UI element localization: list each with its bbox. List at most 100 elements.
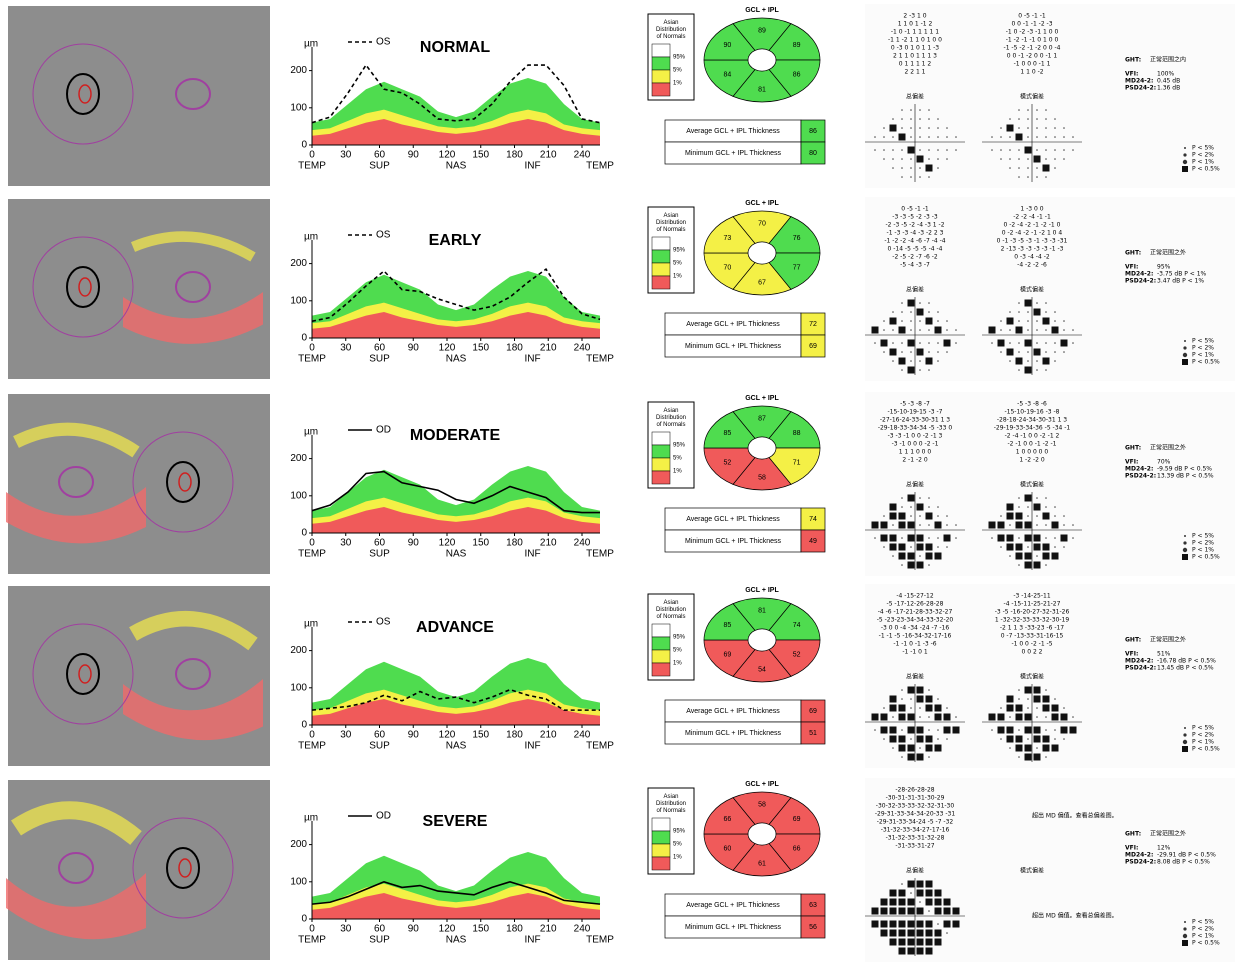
vf-stat: 100% (1157, 71, 1174, 78)
norm-legend-swatch (651, 431, 671, 446)
vf-prob-dot (901, 564, 903, 566)
vf-stat-label: VFI: (1125, 651, 1138, 658)
vf-prob-square (907, 744, 915, 752)
vf-prob-square (1015, 543, 1023, 551)
vf-prob-dot (946, 136, 948, 138)
y-tick-label: 200 (290, 453, 307, 464)
p-legend-square (1182, 359, 1188, 365)
vf-prob-square (898, 938, 906, 946)
region-label: NAS (446, 354, 467, 365)
vf-stat-label: MD24-2: (1125, 466, 1153, 473)
vf-prob-square (1033, 686, 1041, 694)
vf-prob-dot (928, 351, 930, 353)
vf-stat-label: PSD24-2: (1125, 665, 1156, 672)
region-label: TEMP (298, 354, 326, 365)
vf-prob-dot (1027, 136, 1029, 138)
vf-prob-square (1015, 512, 1023, 520)
vf-prob-dot (892, 747, 894, 749)
vf-prob-dot (1036, 302, 1038, 304)
vf-prob-dot (919, 302, 921, 304)
vf-prob-square (1015, 713, 1023, 721)
region-label: INF (524, 741, 540, 752)
table-label: Average GCL + IPL Thickness (686, 128, 780, 135)
damage-overlay (123, 292, 263, 344)
vf-prob-dot (1000, 158, 1002, 160)
damage-overlay (123, 679, 263, 741)
vf-prob-dot (937, 506, 939, 508)
vf-stat: 1.36 dB (1157, 85, 1180, 92)
gcl-sector (732, 843, 792, 877)
vf-prob-dot (937, 537, 939, 539)
vf-prob-square (889, 124, 897, 132)
vf-prob-dot (1000, 329, 1002, 331)
vf-stat-label: PSD24-2: (1125, 278, 1156, 285)
vf-value-row: -1 -1 0 1 (902, 649, 928, 656)
vf-value-row: 0 -7 -13-33-31-16-15 (1001, 633, 1064, 640)
x-tick-label: 120 (439, 730, 456, 741)
vf-pd-label: 模式偏差 (1020, 481, 1044, 489)
cup-margin (178, 472, 192, 492)
legend-eye: OD (376, 425, 391, 436)
vf-prob-square (1024, 299, 1032, 307)
vf-prob-dot (1036, 109, 1038, 111)
vf-stat: 8.08 dB P < 0.5% (1157, 859, 1210, 866)
vf-prob-dot (1009, 167, 1011, 169)
vf-prob-dot (1054, 167, 1056, 169)
vf-prob-dot (901, 176, 903, 178)
vf-prob-dot (928, 756, 930, 758)
vf-prob-dot (937, 360, 939, 362)
vf-prob-dot (910, 329, 912, 331)
vf-prob-square (907, 534, 915, 542)
x-tick-label: 180 (506, 924, 523, 935)
x-tick-label: 30 (340, 150, 352, 161)
x-tick-label: 210 (540, 343, 557, 354)
vf-prob-dot (946, 932, 948, 934)
region-label: TEMP (586, 935, 614, 946)
vf-prob-dot (883, 329, 885, 331)
vf-prob-square (889, 503, 897, 511)
vf-value-row: -4 -15-11-25-21-27 (1004, 601, 1061, 608)
vf-stat-label: MD24-2: (1125, 658, 1153, 665)
x-tick-label: 0 (309, 924, 315, 935)
p-legend-dot (1182, 547, 1188, 553)
vf-prob-dot (1063, 136, 1065, 138)
vf-prob-dot (1036, 320, 1038, 322)
p-legend-label: P < 5% (1192, 338, 1214, 345)
vf-prob-square (916, 889, 924, 897)
vf-prob-square (925, 164, 933, 172)
gcl-sector (703, 23, 756, 61)
norm-legend-swatch (651, 856, 671, 871)
vf-prob-dot (1018, 167, 1020, 169)
vf-td-label: 总偏差 (906, 673, 924, 681)
vf-value-row: -2 1 1 3 -33-23 -6 -17 (1000, 625, 1064, 632)
scan-circle (32, 623, 134, 725)
vf-prob-dot (1054, 311, 1056, 313)
vf-prob-dot (937, 351, 939, 353)
vf-prob-dot (901, 167, 903, 169)
norm-legend-title: Asian Distribution of Normals (656, 213, 686, 233)
vf-prob-square (898, 735, 906, 743)
vf-stat: 51% (1157, 651, 1171, 658)
x-tick-label: 60 (374, 538, 386, 549)
vf-value-row: -3 -3 -5 -2 -3 -3 (892, 214, 938, 221)
p-legend-label: P < 0.5% (1192, 554, 1220, 561)
vf-prob-square (925, 704, 933, 712)
x-tick-label: 240 (574, 538, 591, 549)
vf-value-row: -1 -5 -2 -1 -2 0 0 -4 (1004, 45, 1061, 52)
rnfl-line (311, 470, 600, 514)
table-value: 86 (809, 128, 817, 135)
vf-prob-square (1006, 543, 1014, 551)
vf-prob-dot (1063, 515, 1065, 517)
vf-prob-square (988, 521, 996, 529)
norm-legend-title: Asian Distribution of Normals (656, 20, 686, 40)
vf-prob-dot (901, 506, 903, 508)
table-value-cell (800, 334, 826, 358)
region-label: SUP (369, 549, 390, 560)
vf-prob-square (916, 308, 924, 316)
vf-prob-square (916, 348, 924, 356)
gcl-sector-value: 58 (758, 801, 766, 808)
vf-prob-dot (937, 515, 939, 517)
vf-prob-square (889, 929, 897, 937)
vf-prob-dot (1036, 555, 1038, 557)
vf-prob-dot (937, 342, 939, 344)
